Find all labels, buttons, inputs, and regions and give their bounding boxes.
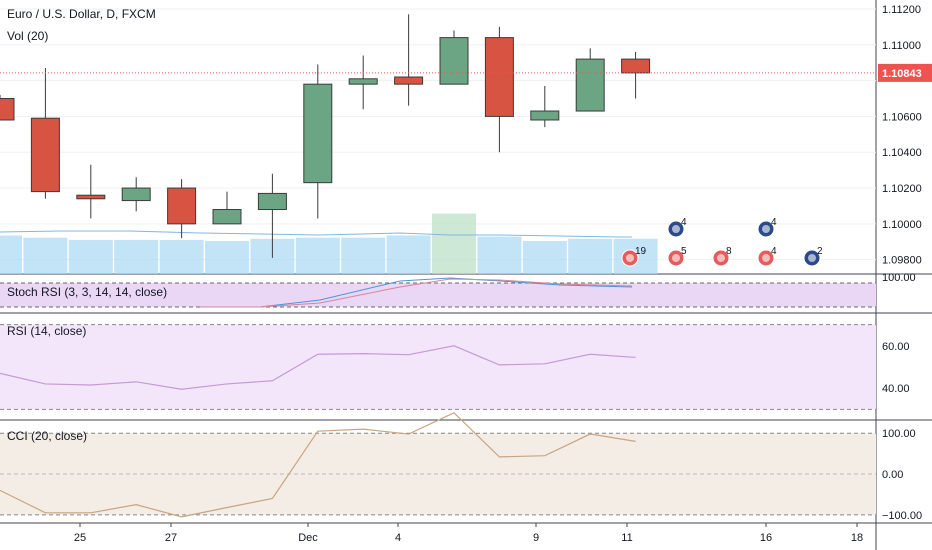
cci-tick-label: −100.00 <box>882 510 922 522</box>
price-tick-label: 1.10600 <box>882 111 922 123</box>
rsi-tick-label: 60.00 <box>882 341 910 353</box>
cci-title: CCI (20, close) <box>7 429 87 443</box>
rsi-line <box>0 345 636 390</box>
candle-body <box>257 192 287 211</box>
eu-flag-icon-inner <box>762 225 770 233</box>
volume-bar <box>205 241 249 274</box>
candle-body <box>30 117 60 193</box>
rsi-title: RSI (14, close) <box>7 324 86 338</box>
candle-body <box>167 187 197 225</box>
candle-body <box>0 97 15 121</box>
event-count: 19 <box>635 246 647 257</box>
volume-bar <box>295 237 340 274</box>
cci-tick-label: 100.00 <box>882 428 916 440</box>
volume-bar <box>432 213 476 274</box>
event-count: 4 <box>771 246 777 257</box>
price-tick-label: 1.11200 <box>882 4 921 16</box>
time-tick-label: 16 <box>760 532 772 544</box>
current-price-label-bg <box>878 63 932 82</box>
volume-ma-line <box>0 230 632 238</box>
volume-bar <box>0 235 22 274</box>
price-tick-label: 1.10200 <box>882 183 922 195</box>
cci-line <box>0 412 636 518</box>
stoch-title: Stoch RSI (3, 3, 14, 14, close) <box>7 285 167 299</box>
volume-bar <box>341 237 386 274</box>
event-count: 2 <box>817 246 823 257</box>
rsi-tick-label: 40.00 <box>882 383 910 395</box>
time-tick-label: 27 <box>165 532 177 544</box>
time-tick-label: 18 <box>851 532 863 544</box>
volume-bar <box>477 236 522 274</box>
event-count: 8 <box>726 246 732 257</box>
event-count: 4 <box>681 217 687 228</box>
time-tick-label: 11 <box>621 532 632 544</box>
us-flag-icon-inner <box>626 254 634 262</box>
cci-tick-label: 0.00 <box>882 469 903 481</box>
candle-body <box>439 37 469 85</box>
candle-body <box>212 209 242 225</box>
time-tick-label: 9 <box>533 532 539 544</box>
stoch-tick-label: 100.00 <box>882 272 916 284</box>
stoch-d-line <box>200 278 633 308</box>
volume-bar <box>159 239 204 274</box>
volume-bar <box>114 239 159 274</box>
eu-flag-icon-inner <box>672 225 680 233</box>
volume-bar <box>68 239 113 274</box>
candle-body <box>530 110 560 121</box>
price-tick-label: 1.11000 <box>882 40 921 52</box>
candle-body <box>303 83 333 184</box>
candle-body <box>76 194 106 200</box>
event-count: 4 <box>771 217 777 228</box>
us-flag-icon-inner <box>762 254 770 262</box>
event-count: 5 <box>681 246 687 257</box>
time-tick-label: 25 <box>74 532 86 544</box>
candle-body <box>484 37 514 117</box>
price-tick-label: 1.10000 <box>882 219 922 231</box>
symbol-legend[interactable]: Euro / U.S. Dollar, D, FXCM <box>7 7 156 21</box>
volume-bar <box>386 235 431 274</box>
price-tick-label: 1.09800 <box>882 255 922 267</box>
us-flag-icon-inner <box>717 254 725 262</box>
volume-legend[interactable]: Vol (20) <box>7 29 49 43</box>
us-flag-icon-inner <box>672 254 680 262</box>
candle-body <box>621 58 651 74</box>
time-tick-label: Dec <box>298 532 318 544</box>
rsi-band <box>0 324 876 410</box>
eu-flag-icon-inner <box>808 254 816 262</box>
price-tick-label: 1.10400 <box>882 147 922 159</box>
stoch-band <box>0 283 876 307</box>
candle-body <box>348 78 378 85</box>
volume-bar <box>522 241 567 274</box>
current-price-label: 1.10843 <box>882 68 922 80</box>
volume-bar <box>23 237 68 274</box>
time-tick-label: 4 <box>395 532 401 544</box>
candle-body <box>121 187 151 202</box>
candle-body <box>394 76 424 85</box>
candle-body <box>575 58 605 112</box>
volume-bar <box>568 238 613 274</box>
